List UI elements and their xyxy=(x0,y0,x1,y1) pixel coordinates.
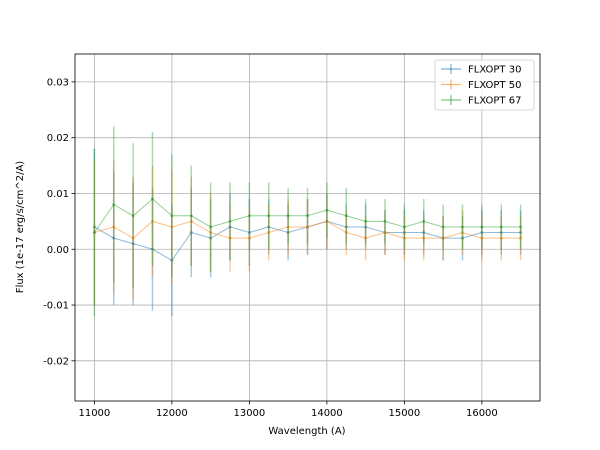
data-point xyxy=(364,225,368,229)
legend-entry: FLXOPT 50 xyxy=(441,79,521,91)
data-point xyxy=(112,225,116,229)
legend: FLXOPT 30 FLXOPT 50 FLXOPT 67 xyxy=(434,59,535,111)
data-point xyxy=(480,231,484,235)
data-point xyxy=(151,197,154,201)
data-point xyxy=(151,247,154,251)
data-point xyxy=(112,236,116,240)
data-point xyxy=(92,225,96,229)
data-point xyxy=(325,219,329,223)
data-point xyxy=(364,236,368,240)
data-point xyxy=(344,231,348,235)
data-point xyxy=(383,231,387,235)
y-tick-label: 0.03 xyxy=(47,77,69,88)
data-point xyxy=(499,236,503,240)
y-tick-label: -0.02 xyxy=(43,356,69,367)
data-point xyxy=(422,219,426,223)
series-1 xyxy=(92,159,523,306)
data-point xyxy=(402,236,406,240)
data-point xyxy=(247,236,251,240)
data-point xyxy=(286,231,290,235)
data-point xyxy=(306,214,309,218)
data-point xyxy=(461,231,464,235)
data-point xyxy=(383,219,387,223)
legend-entry: FLXOPT 30 xyxy=(441,64,521,76)
data-point xyxy=(247,214,251,218)
data-point xyxy=(286,214,290,218)
y-tick-label: 0.02 xyxy=(47,133,69,144)
y-axis-label: Flux (1e-17 erg/s/cm^2/A) xyxy=(15,161,26,293)
data-point xyxy=(519,225,523,229)
data-point xyxy=(461,236,464,240)
series-2 xyxy=(92,126,523,317)
data-point xyxy=(209,236,213,240)
plot-frame xyxy=(74,53,541,402)
data-point xyxy=(441,236,445,240)
data-point xyxy=(131,214,135,218)
data-point xyxy=(170,214,174,218)
data-point xyxy=(209,225,213,229)
data-point xyxy=(499,231,503,235)
x-axis: 11000 12000 13000 14000 15000 16000 xyxy=(78,401,498,419)
plot-area xyxy=(92,126,523,317)
legend-box xyxy=(434,59,535,111)
data-point xyxy=(519,231,523,235)
data-point xyxy=(422,236,426,240)
data-point xyxy=(189,219,193,223)
data-point xyxy=(228,225,232,229)
data-point xyxy=(131,242,135,246)
x-tick-label: 16000 xyxy=(466,408,498,419)
data-point xyxy=(402,225,406,229)
legend-label: FLXOPT 30 xyxy=(468,65,521,76)
data-point xyxy=(480,236,484,240)
data-point xyxy=(441,225,445,229)
data-point xyxy=(189,231,193,235)
data-point xyxy=(267,231,271,235)
data-point xyxy=(151,219,154,223)
data-point xyxy=(422,231,426,235)
legend-entry: FLXOPT 67 xyxy=(441,95,521,107)
x-axis-label: Wavelength (A) xyxy=(268,426,345,437)
data-point xyxy=(344,225,348,229)
data-point xyxy=(189,214,193,218)
data-point xyxy=(480,225,484,229)
data-point xyxy=(306,225,309,229)
data-point xyxy=(228,236,232,240)
x-tick-label: 12000 xyxy=(156,408,188,419)
data-point xyxy=(228,219,232,223)
data-point xyxy=(286,225,290,229)
x-tick-label: 13000 xyxy=(233,408,265,419)
data-point xyxy=(112,203,116,207)
data-point xyxy=(247,231,251,235)
x-tick-label: 14000 xyxy=(311,408,343,419)
legend-label: FLXOPT 50 xyxy=(468,80,521,91)
data-point xyxy=(92,231,96,235)
x-tick-label: 11000 xyxy=(78,408,110,419)
data-point xyxy=(402,231,406,235)
y-tick-label: 0.00 xyxy=(47,245,69,256)
legend-label: FLXOPT 67 xyxy=(468,96,521,107)
x-tick-label: 15000 xyxy=(388,408,420,419)
data-point xyxy=(170,225,174,229)
data-point xyxy=(267,214,271,218)
data-point xyxy=(344,214,348,218)
data-point xyxy=(325,208,329,212)
data-point xyxy=(499,225,503,229)
y-tick-label: -0.01 xyxy=(43,301,69,312)
data-point xyxy=(364,219,368,223)
data-point xyxy=(170,258,174,262)
data-point xyxy=(267,225,271,229)
data-point xyxy=(461,225,464,229)
y-axis: -0.02 -0.01 0.00 0.01 0.02 0.03 xyxy=(43,77,75,367)
y-tick-label: 0.01 xyxy=(47,189,69,200)
data-point xyxy=(209,231,213,235)
data-point xyxy=(131,236,135,240)
data-point xyxy=(519,236,523,240)
